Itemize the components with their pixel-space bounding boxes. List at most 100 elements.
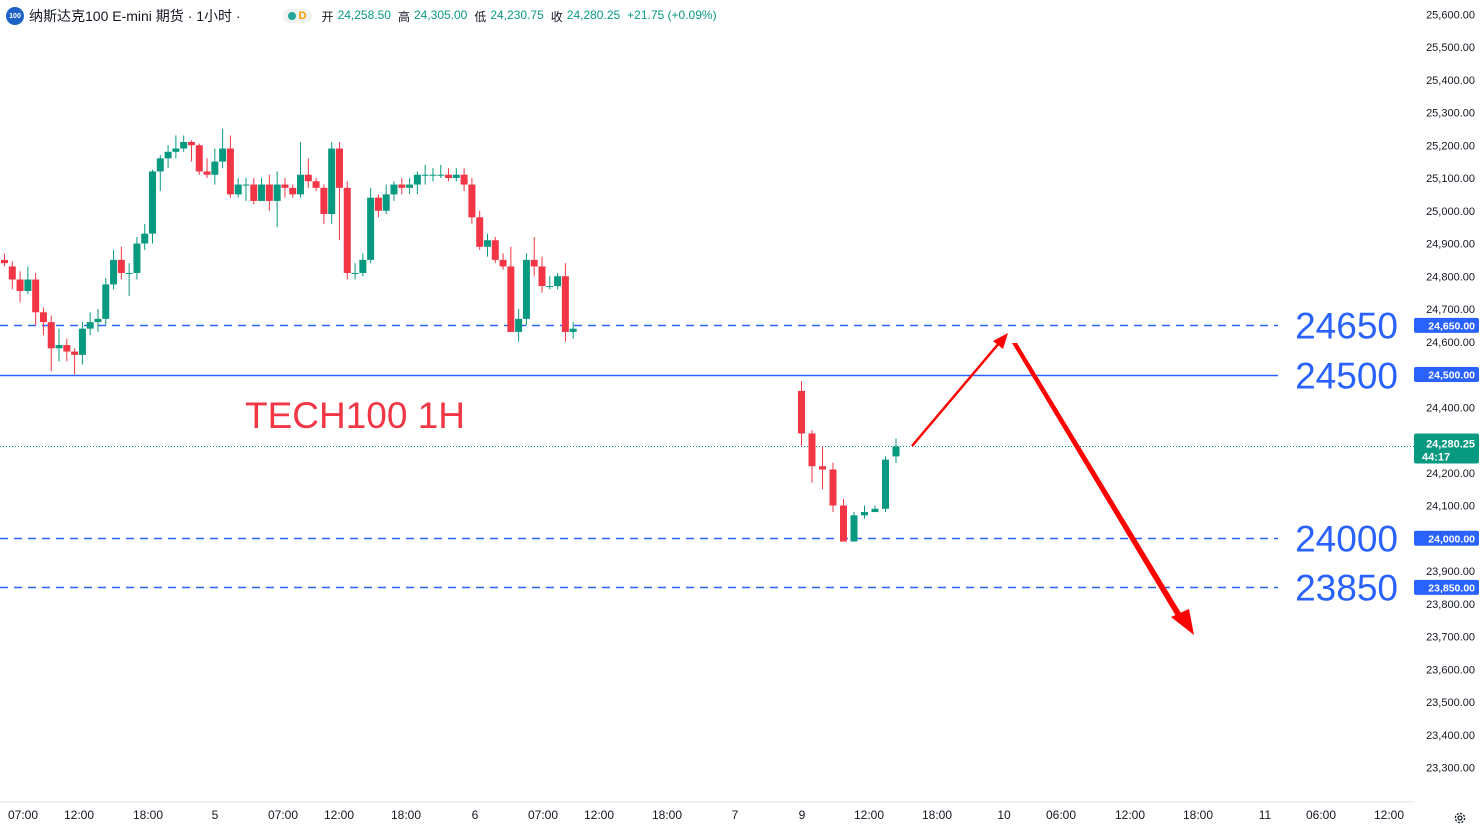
candle [273,171,281,228]
candle [8,261,16,290]
candle [460,168,468,192]
symbol-header: 100 纳斯达克100 E-mini 期货 · 1小时 · D 开 24,258.… [6,5,720,27]
settings-gear-icon[interactable] [1453,811,1467,825]
candle-body [829,469,837,506]
candle-body [94,318,102,323]
change-value: +21.75 (+0.09%) [627,7,717,22]
open-value: 24,258.50 [337,7,391,22]
candle-body [320,187,328,215]
candle-body [798,390,805,434]
candle [413,171,421,195]
level-label-24500: 24500 [1295,356,1398,397]
candle [117,246,125,280]
candle-body [117,259,125,273]
candle-body [172,148,180,152]
candle [86,312,94,336]
arrow-head-up [993,333,1008,349]
candle-body [530,259,538,267]
ohlc-values: 开 24,258.50 高 24,305.00 低 24,230.75 收 24,280… [322,8,720,25]
candle [250,178,258,205]
price-tick-label: 24,600.00 [1426,337,1475,349]
candle [234,178,242,198]
candle-body [32,279,40,313]
current-price-label: 24,280.25 [1426,439,1475,451]
candle [55,328,63,362]
delayed-badge: D [298,10,307,22]
candle-body [47,322,55,349]
candle-body [289,187,297,195]
candle-body [281,184,289,188]
price-tick-label: 23,900.00 [1426,566,1475,578]
projection-arrow-up [911,341,1001,447]
candle [367,187,375,264]
high-value: 24,305.00 [413,7,468,22]
market-open-dot-icon [287,12,296,20]
candle [297,141,305,198]
level-label-24650: 24650 [1295,306,1398,347]
candle-body [359,259,367,273]
candle-body [110,259,118,285]
candle-body [211,161,219,175]
low-value: 24,230.75 [490,7,544,22]
candle [343,181,351,280]
candle-body [78,328,86,355]
candle [24,266,32,295]
candle [125,263,133,296]
candle [281,178,289,198]
candle [421,164,429,185]
symbol-logo-icon[interactable]: 100 [6,7,24,25]
candle [133,236,141,280]
candle-body [390,184,398,195]
candle [219,128,227,169]
candle-body [840,505,847,542]
candle-body [203,171,211,175]
time-tick-label: 07:00 [528,808,558,822]
candle [265,174,273,211]
current-price-badge [1414,433,1479,464]
candle-body [328,148,336,215]
price-tick-label: 24,200.00 [1426,468,1475,480]
candle [359,253,367,277]
time-tick-label: 12:00 [64,808,94,822]
candle-body [16,279,24,291]
candle [538,256,546,293]
candle-body [882,459,889,509]
candle [320,184,328,224]
symbol-title[interactable]: 纳斯达克100 E-mini 期货 · 1小时 · [29,8,241,24]
candle-body [312,181,320,188]
market-status[interactable]: D [282,9,312,23]
candle-body [515,318,523,332]
time-tick-label: 18:00 [1183,808,1213,822]
candle-body [219,148,227,162]
high-key: 高 [397,9,410,24]
time-axis[interactable]: 07:00 12:00 18:00 5 07:00 12:00 18:00 6 07:00 12:… [8,808,1404,822]
axis-level-badge [1414,530,1479,546]
candle [882,456,889,513]
time-tick-label: 10 [997,808,1011,822]
candle-body [374,197,382,211]
candle-body [273,184,281,201]
candle-body [892,446,900,457]
candle [871,505,879,513]
time-tick-label: 18:00 [922,808,952,822]
candle [429,168,437,182]
candle-body [86,322,94,329]
time-tick-label: 11 [1259,808,1272,822]
candle [289,184,297,198]
candle [468,178,476,224]
price-axis[interactable]: 25,600.00 25,500.00 25,400.00 25,300.00 25,2… [1414,9,1479,775]
candle [798,381,805,447]
axis-level-label: 24,000.00 [1428,533,1475,545]
open-key: 开 [321,9,334,24]
projection-arrow-down [1012,343,1184,621]
axis-level-badge [1414,367,1479,382]
time-tick-label: 07:00 [268,808,298,822]
candle-body [507,266,515,332]
candle [304,158,312,188]
price-tick-label: 25,600.00 [1426,9,1475,21]
candle [554,272,562,290]
candle-body [413,174,421,185]
candle-body [226,148,234,195]
candle [32,272,40,326]
